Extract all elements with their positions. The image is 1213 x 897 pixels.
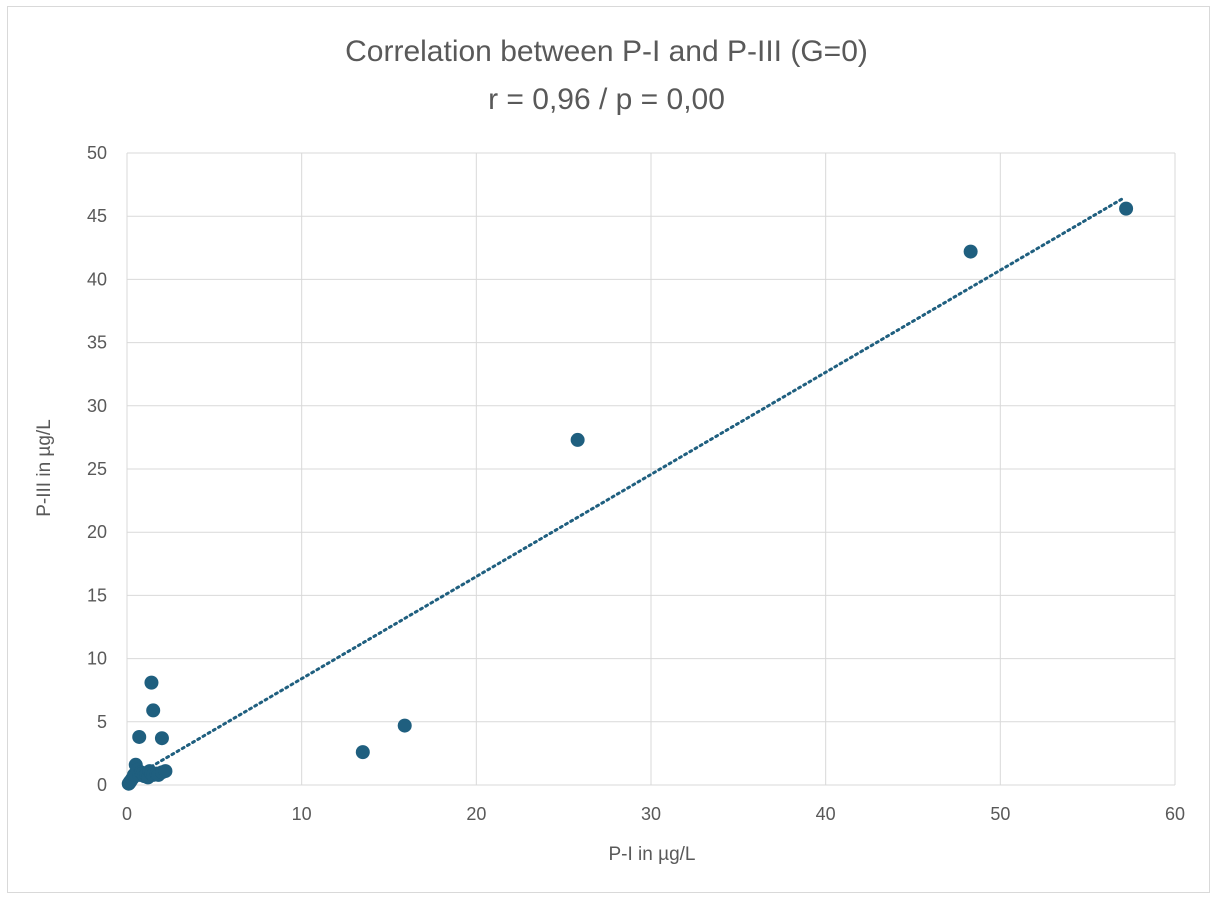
data-point (132, 729, 147, 744)
y-tick-label: 25 (87, 459, 107, 479)
data-point (355, 745, 370, 760)
data-point (570, 432, 585, 447)
data-point (146, 703, 161, 718)
trendline (128, 197, 1125, 781)
y-tick-labels: 0 5 10 15 20 25 30 35 40 45 50 (87, 143, 107, 795)
y-tick-label: 20 (87, 522, 107, 542)
x-tick-label: 50 (990, 804, 1010, 824)
x-tick-label: 10 (292, 804, 312, 824)
chart-frame (7, 6, 1210, 893)
x-axis-label: P-I in µg/L (609, 844, 696, 865)
data-point (963, 244, 978, 259)
y-tick-label: 40 (87, 269, 107, 289)
y-tick-label: 30 (87, 396, 107, 416)
x-tick-labels: 0 10 20 30 40 50 60 (122, 804, 1185, 824)
y-axis-label: P-III in µg/L (34, 419, 55, 517)
x-tick-label: 60 (1165, 804, 1185, 824)
data-point (144, 675, 159, 690)
y-tick-label: 0 (97, 775, 107, 795)
y-tick-label: 35 (87, 333, 107, 353)
data-point (1119, 201, 1134, 216)
gridlines (126, 152, 1176, 786)
x-tick-label: 40 (816, 804, 836, 824)
trendline-group (128, 197, 1125, 781)
data-point (154, 731, 169, 746)
x-tick-label: 20 (466, 804, 486, 824)
y-tick-label: 5 (97, 712, 107, 732)
data-points (121, 201, 1134, 791)
x-tick-label: 30 (641, 804, 661, 824)
chart-subtitle: r = 0,96 / p = 0,00 (488, 83, 725, 116)
x-tick-label: 0 (122, 804, 132, 824)
chart-title: Correlation between P-I and P-III (G=0) (345, 35, 868, 68)
y-tick-label: 15 (87, 585, 107, 605)
data-point (397, 718, 412, 733)
y-tick-label: 50 (87, 143, 107, 163)
y-tick-label: 45 (87, 206, 107, 226)
y-tick-label: 10 (87, 649, 107, 669)
data-point (158, 764, 173, 779)
